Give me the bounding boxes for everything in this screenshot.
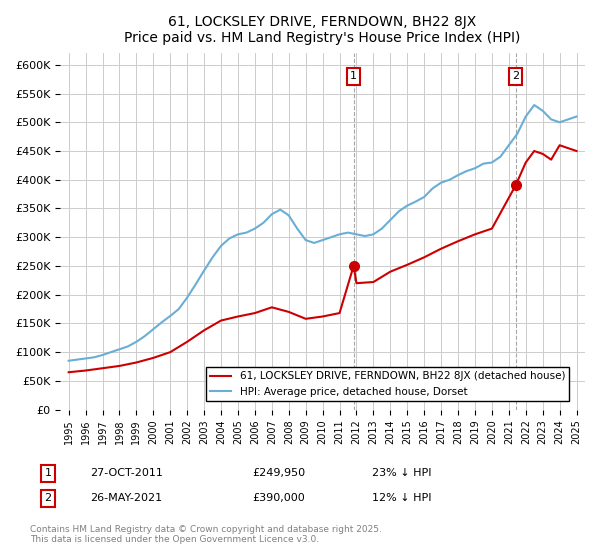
Legend: 61, LOCKSLEY DRIVE, FERNDOWN, BH22 8JX (detached house), HPI: Average price, det: 61, LOCKSLEY DRIVE, FERNDOWN, BH22 8JX (… bbox=[206, 367, 569, 401]
Text: Contains HM Land Registry data © Crown copyright and database right 2025.
This d: Contains HM Land Registry data © Crown c… bbox=[30, 525, 382, 544]
Text: 1: 1 bbox=[350, 71, 357, 81]
Text: 12% ↓ HPI: 12% ↓ HPI bbox=[372, 493, 431, 503]
Text: 27-OCT-2011: 27-OCT-2011 bbox=[90, 468, 163, 478]
Text: 2: 2 bbox=[512, 71, 519, 81]
Text: 23% ↓ HPI: 23% ↓ HPI bbox=[372, 468, 431, 478]
Text: 26-MAY-2021: 26-MAY-2021 bbox=[90, 493, 162, 503]
Text: 2: 2 bbox=[44, 493, 52, 503]
Title: 61, LOCKSLEY DRIVE, FERNDOWN, BH22 8JX
Price paid vs. HM Land Registry's House P: 61, LOCKSLEY DRIVE, FERNDOWN, BH22 8JX P… bbox=[124, 15, 521, 45]
Text: £249,950: £249,950 bbox=[252, 468, 305, 478]
Text: 1: 1 bbox=[44, 468, 52, 478]
Text: £390,000: £390,000 bbox=[252, 493, 305, 503]
